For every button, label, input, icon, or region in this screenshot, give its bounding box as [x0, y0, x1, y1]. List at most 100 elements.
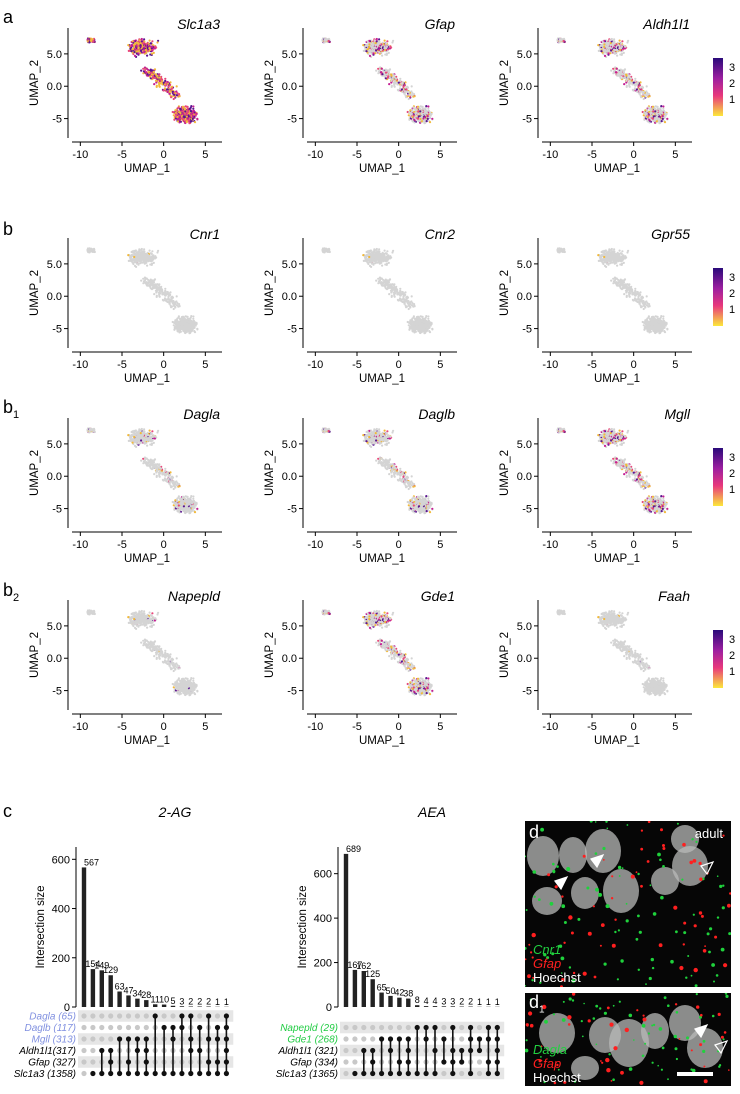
umap-cell: [400, 88, 403, 91]
umap-cell: [396, 83, 399, 86]
umap-cell: [165, 88, 168, 91]
umap-cell: [374, 42, 377, 45]
umap-cell: [157, 291, 160, 294]
umap-cell: [424, 110, 427, 113]
umap-cell: [194, 323, 197, 326]
umap-cell: [88, 251, 91, 254]
umap-cell: [148, 280, 151, 283]
panel-letter-c: c: [3, 801, 12, 821]
umap-cell: [609, 42, 612, 45]
umap-y-tick-label: -5: [52, 114, 62, 126]
umap-cell: [643, 93, 646, 96]
umap-cell: [149, 75, 152, 78]
umap-cell: [194, 113, 197, 116]
umap-cell: [638, 90, 642, 93]
umap-cell: [384, 68, 387, 71]
umap-cell: [190, 105, 193, 108]
umap-cell: [188, 317, 191, 320]
umap-cell: [133, 43, 136, 46]
umap-cell: [153, 76, 156, 79]
umap-cell: [166, 300, 169, 304]
umap-cell: [172, 307, 175, 311]
umap-cell: [623, 68, 627, 71]
umap-cell: [377, 72, 380, 75]
umap-cell: [402, 85, 405, 88]
umap-cell: [170, 96, 173, 99]
umap-cell: [610, 69, 613, 72]
umap-cell: [403, 92, 406, 95]
umap-cell: [190, 120, 193, 123]
umap-cell: [156, 251, 159, 254]
umap-cell: [407, 114, 410, 117]
umap-cell: [191, 117, 194, 120]
umap-cell: [172, 97, 175, 101]
umap-cell: [150, 52, 154, 55]
umap-cell: [176, 319, 179, 322]
umap-cell: [177, 316, 180, 319]
umap-cell: [189, 110, 192, 113]
umap-cell: [623, 47, 627, 50]
umap-cell: [162, 81, 165, 84]
umap-cell: [131, 40, 134, 43]
panel-letter-b2: b2: [3, 580, 19, 604]
umap-cell: [386, 250, 389, 253]
umap-cell: [412, 106, 415, 109]
umap-cell: [157, 81, 160, 84]
umap-cell: [153, 68, 157, 71]
umap-cell: [664, 113, 667, 116]
umap-cell: [167, 85, 170, 88]
umap-cell: [636, 90, 639, 94]
umap-cell: [150, 45, 154, 48]
umap-x-tick-label: 0: [631, 149, 637, 161]
umap-ylabel: UMAP_2: [29, 60, 41, 106]
umap-cell: [139, 44, 142, 47]
umap-cell: [149, 71, 153, 74]
umap-cell: [398, 87, 402, 90]
umap-cell: [631, 83, 634, 86]
umap-cell: [153, 278, 157, 281]
umap-cell: [186, 113, 189, 116]
umap-cell: [633, 87, 637, 90]
colorbar-tick-label: 1: [729, 94, 735, 106]
umap-cell: [142, 282, 145, 285]
umap-cell: [389, 45, 392, 48]
umap-cell: [411, 92, 414, 95]
umap-cell: [400, 82, 403, 85]
umap-cell: [421, 110, 424, 113]
gene-name: Cnr1: [190, 226, 220, 242]
umap-cell: [647, 114, 650, 117]
umap-cell: [405, 88, 408, 91]
umap-cell: [428, 121, 432, 124]
umap-cell: [172, 114, 175, 117]
umap-cell: [623, 76, 626, 79]
umap-cell: [182, 110, 185, 113]
umap-cell: [427, 107, 430, 110]
umap-cell: [656, 110, 659, 113]
umap-cell: [161, 81, 164, 84]
umap-cell: [407, 324, 410, 327]
umap-cell: [661, 115, 664, 118]
umap-x-tick-label: 5: [202, 359, 208, 371]
umap-cell: [150, 262, 154, 265]
umap-cell: [149, 287, 152, 290]
umap-x-tick-label: -10: [542, 149, 558, 161]
umap-cell: [171, 90, 174, 93]
umap-cell: [386, 40, 389, 43]
umap-cell: [612, 72, 615, 75]
umap-cell: [663, 121, 667, 124]
umap-cell: [127, 254, 130, 257]
umap-cell: [182, 320, 185, 323]
umap-cell: [410, 85, 413, 88]
umap-cell: [658, 122, 661, 125]
umap-cell: [390, 73, 393, 76]
umap-cell: [165, 292, 168, 295]
umap-cell: [410, 94, 413, 97]
umap-cell: [158, 76, 161, 79]
umap-cell: [143, 38, 146, 41]
umap-cell: [137, 52, 140, 55]
umap-cell: [366, 40, 369, 43]
umap-cell: [179, 112, 182, 115]
